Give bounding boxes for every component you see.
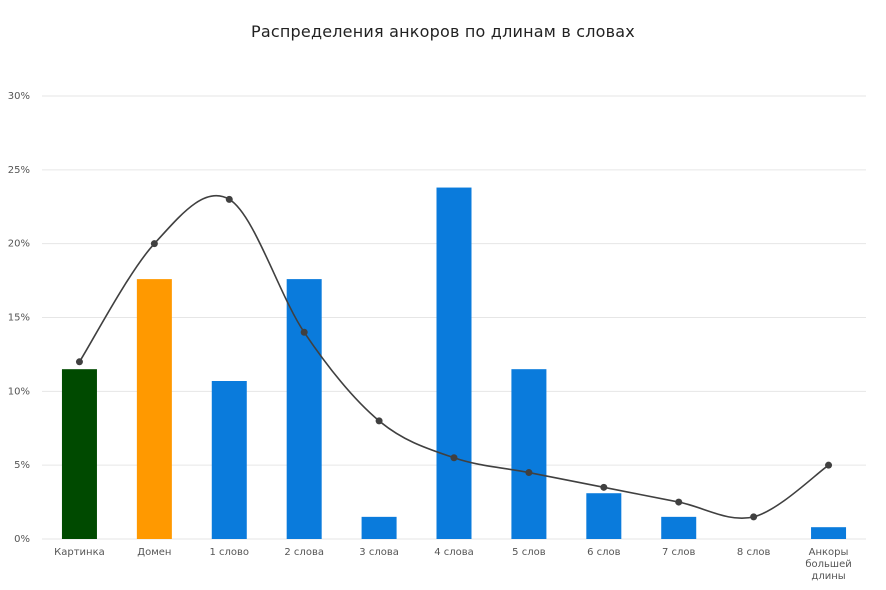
bar — [511, 369, 547, 539]
line-point — [375, 417, 383, 425]
bar — [811, 527, 847, 539]
bar — [436, 187, 472, 539]
y-tick-label: 15% — [8, 313, 30, 324]
x-tick-label: 7 слов — [662, 547, 696, 558]
bar — [361, 516, 397, 539]
chart-title: Распределения анкоров по длинам в словах — [251, 22, 635, 41]
x-tick-label: 1 слово — [209, 547, 249, 558]
x-tick-label: 8 слов — [737, 547, 771, 558]
bar — [586, 493, 622, 539]
y-tick-label: 10% — [8, 386, 30, 397]
y-axis-ticks: 0% 5% 10% 15% 20% 25% 30% — [8, 91, 30, 545]
x-tick-label: Анкоры большей длины — [805, 547, 851, 582]
y-tick-label: 25% — [8, 165, 30, 176]
bar — [61, 369, 97, 539]
x-tick-label: 3 слова — [359, 547, 399, 558]
x-tick-label: 4 слова — [434, 547, 474, 558]
bar — [136, 279, 172, 539]
x-tick-label: 5 слов — [512, 547, 546, 558]
line-point — [525, 469, 533, 477]
y-tick-label: 5% — [14, 460, 30, 471]
x-tick-label: Домен — [137, 547, 171, 558]
line-point — [300, 328, 308, 336]
bar — [211, 380, 247, 539]
bar-series — [61, 187, 847, 539]
y-tick-label: 30% — [8, 91, 30, 102]
line-point — [450, 454, 458, 462]
line-point — [675, 498, 683, 506]
line-point — [150, 240, 158, 248]
bar — [286, 279, 322, 539]
trend-line — [78, 194, 829, 519]
line-series — [75, 194, 833, 521]
y-tick-label: 0% — [14, 534, 30, 545]
line-point — [750, 513, 758, 521]
x-tick-label: 2 слова — [284, 547, 324, 558]
line-point — [225, 195, 233, 203]
y-tick-label: 20% — [8, 239, 30, 250]
x-tick-label: Картинка — [54, 547, 105, 558]
bar — [661, 516, 697, 539]
x-axis-ticks: Картинка Домен 1 слово 2 слова 3 слова 4 слов… — [54, 547, 852, 582]
line-point — [600, 483, 608, 491]
line-point — [825, 461, 833, 469]
line-point — [75, 358, 83, 366]
x-tick-label: 6 слов — [587, 547, 621, 558]
